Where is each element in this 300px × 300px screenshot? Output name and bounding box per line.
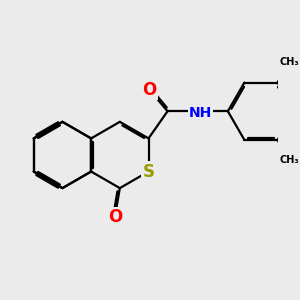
Text: O: O	[142, 81, 157, 99]
Text: O: O	[108, 208, 122, 226]
Text: S: S	[142, 163, 154, 181]
Text: CH₃: CH₃	[279, 58, 299, 68]
Text: CH₃: CH₃	[279, 155, 299, 165]
Text: NH: NH	[189, 106, 212, 120]
